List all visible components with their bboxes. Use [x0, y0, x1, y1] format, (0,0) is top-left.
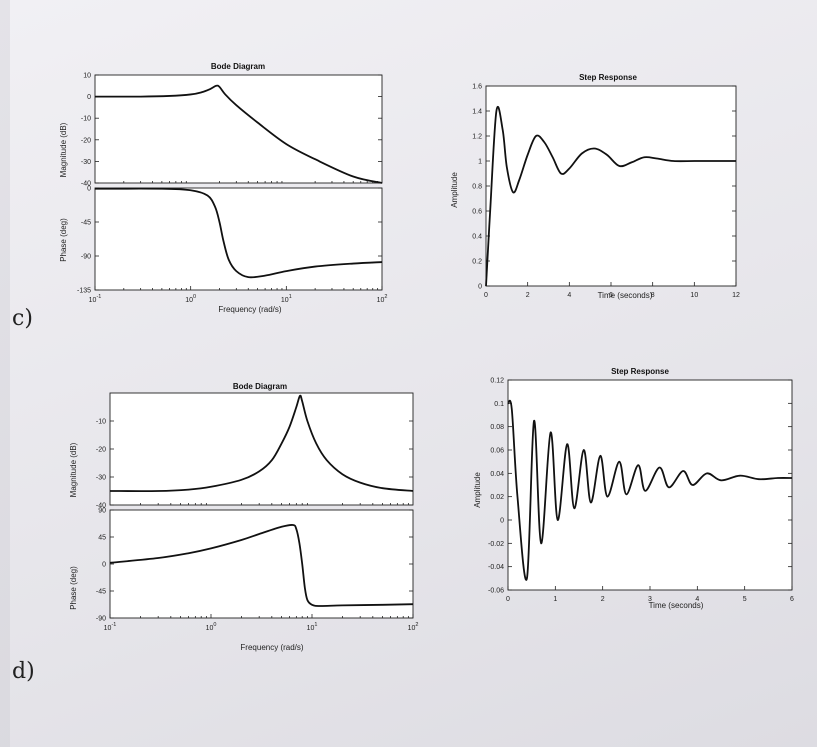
d-bode-mag-axes: [109, 392, 414, 506]
d_bode_mag-ytick-label: -30: [96, 475, 106, 482]
c-step-title: Step Response: [579, 73, 637, 82]
c_bode_mag-ytick-label: 0: [87, 94, 91, 101]
c-bode-title: Bode Diagram: [211, 62, 265, 71]
d_step-ytick-label: -0.06: [488, 588, 504, 595]
label-d: d): [12, 659, 35, 684]
c_bode_phase-xtick-label: 10-1: [89, 294, 102, 304]
c-step-axes: [485, 85, 737, 287]
c_step-xtick-label: 4: [567, 292, 571, 299]
d_bode_phase-curve: [109, 524, 414, 607]
d-bode-phase-ylabel: Phase (deg): [69, 566, 78, 610]
c_step-ytick-label: 0.6: [472, 209, 482, 216]
c_bode_mag-ytick-label: -20: [81, 137, 91, 144]
c_bode_phase-ytick-label: -135: [77, 288, 91, 295]
d_bode_phase-ytick-label: -90: [96, 616, 106, 623]
d_step-ytick-label: 0.12: [490, 378, 504, 385]
c_bode_phase-xtick-label: 102: [377, 294, 388, 304]
d_step-ytick-label: -0.02: [488, 541, 504, 548]
d_step-ytick-label: 0.08: [490, 424, 504, 431]
c_step-ytick-label: 0: [478, 284, 482, 291]
c_step-ytick-label: 0.8: [472, 184, 482, 191]
d_bode_phase-ytick-label: -45: [96, 589, 106, 596]
label-c: c): [12, 306, 33, 331]
d_step-curve: [507, 399, 793, 581]
c_step-xtick-label: 2: [526, 292, 530, 299]
d_bode_mag-ytick-label: -40: [96, 503, 106, 510]
d_step-ytick-label: -0.04: [488, 564, 504, 571]
c_step-ytick-label: 0.2: [472, 259, 482, 266]
d_step-ytick-label: 0.06: [490, 448, 504, 455]
c_bode_phase-xtick-label: 100: [185, 294, 196, 304]
d_bode_mag-ytick-label: -20: [96, 447, 106, 454]
d_bode_phase-ytick-label: 0: [102, 562, 106, 569]
c_bode_phase-ytick-label: 0: [87, 186, 91, 193]
c_bode_mag-ytick-label: 10: [83, 73, 91, 80]
c_step-ytick-label: 1: [478, 159, 482, 166]
c-bode-xlabel: Frequency (rad/s): [218, 305, 281, 314]
c_bode_phase-ytick-label: -90: [81, 254, 91, 261]
c_step-ytick-label: 0.4: [472, 234, 482, 241]
c_bode_mag-curve: [94, 84, 383, 184]
c_bode_phase-ytick-label: -45: [81, 220, 91, 227]
c_step-ytick-label: 1.2: [472, 134, 482, 141]
c_step-xtick-label: 12: [732, 292, 740, 299]
d_bode_phase-ytick-label: 45: [98, 535, 106, 542]
c-bode-phase-ylabel: Phase (deg): [59, 218, 68, 262]
d-bode-mag-ylabel: Magnitude (dB): [69, 442, 78, 497]
d_step-ytick-label: 0: [500, 518, 504, 525]
d-bode-phase-axes: [109, 509, 414, 619]
d_step-ytick-label: 0.02: [490, 494, 504, 501]
d_bode_phase-xtick-label: 101: [307, 622, 318, 632]
d_step-xtick-label: 3: [648, 596, 652, 603]
d_step-ytick-label: 0.04: [490, 471, 504, 478]
c_step-xtick-label: 8: [651, 292, 655, 299]
d_step-xtick-label: 4: [695, 596, 699, 603]
d_bode_phase-ytick-label: 90: [98, 508, 106, 515]
c_bode_phase-xtick-label: 101: [281, 294, 292, 304]
c_step-xtick-label: 10: [690, 292, 698, 299]
c_bode_mag-ytick-label: -10: [81, 116, 91, 123]
c_step-curve: [485, 105, 736, 287]
c-bode-mag-axes: [94, 74, 383, 184]
d_step-xtick-label: 5: [743, 596, 747, 603]
d_bode_mag-ytick-label: -10: [96, 419, 106, 426]
c_bode_mag-ytick-label: -30: [81, 159, 91, 166]
c_step-ytick-label: 1.6: [472, 84, 482, 91]
d_bode_phase-xtick-label: 102: [408, 622, 419, 632]
c-bode-mag-ylabel: Magnitude (dB): [59, 122, 68, 177]
d-step-title: Step Response: [611, 367, 669, 376]
d-bode-title: Bode Diagram: [233, 382, 287, 391]
d_step-ytick-label: 0.1: [494, 401, 504, 408]
d-step-ylabel: Amplitude: [473, 472, 482, 508]
d-bode-xlabel: Frequency (rad/s): [240, 643, 303, 652]
c_step-ytick-label: 1.4: [472, 109, 482, 116]
c_bode_mag-ytick-label: -40: [81, 181, 91, 188]
c-step-ylabel: Amplitude: [450, 172, 459, 208]
d_step-xtick-label: 6: [790, 596, 794, 603]
c-bode-phase-axes: [94, 187, 383, 291]
c_bode_phase-curve: [94, 187, 383, 279]
d-step-xlabel: Time (seconds): [649, 601, 704, 610]
d_bode_phase-xtick-label: 10-1: [104, 622, 117, 632]
d_bode_mag-curve: [109, 394, 414, 493]
d_step-xtick-label: 1: [553, 596, 557, 603]
d_step-xtick-label: 0: [506, 596, 510, 603]
d_step-xtick-label: 2: [601, 596, 605, 603]
c_step-xtick-label: 0: [484, 292, 488, 299]
c_step-xtick-label: 6: [609, 292, 613, 299]
d_bode_phase-xtick-label: 100: [206, 622, 217, 632]
c-step-xlabel: Time (seconds): [598, 291, 653, 300]
